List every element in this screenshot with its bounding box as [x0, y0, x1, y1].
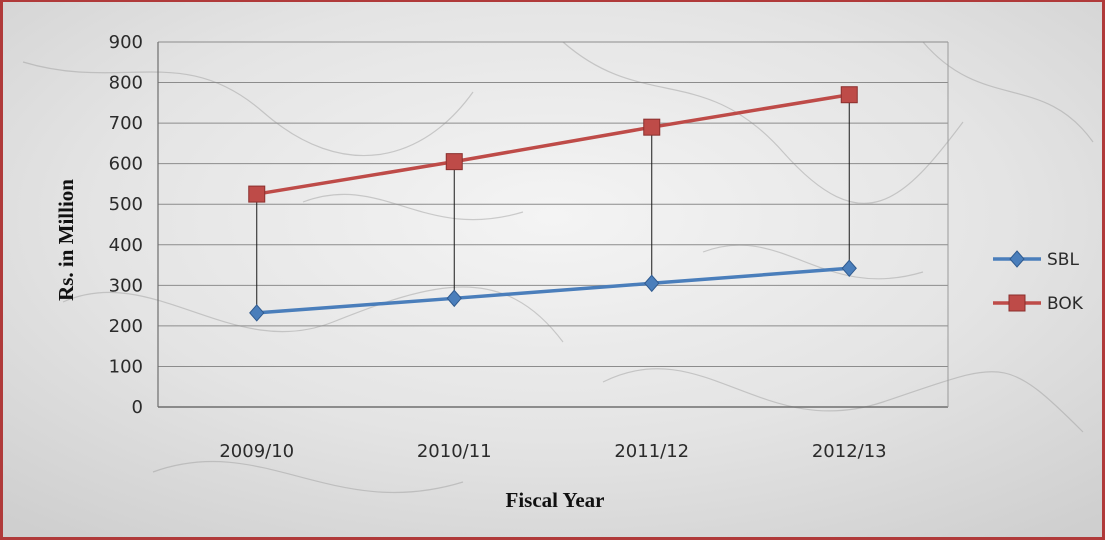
- y-axis-title: Rs. in Million: [54, 179, 78, 301]
- y-tick-label: 100: [109, 356, 143, 377]
- legend-label-sbl: SBL: [1047, 250, 1079, 270]
- bok-point: [643, 118, 661, 136]
- y-axis-ticks: 0 100 200 300 400 500 600 700 800 900: [109, 32, 143, 418]
- y-tick-label: 800: [109, 73, 143, 94]
- y-tick-label: 900: [109, 32, 143, 53]
- y-tick-label: 400: [109, 235, 143, 256]
- sbl-point: [446, 289, 462, 308]
- y-tick-label: 500: [109, 194, 143, 215]
- legend: SBL BOK: [993, 250, 1084, 314]
- bok-point: [445, 153, 463, 171]
- x-axis-title: Fiscal Year: [506, 488, 605, 512]
- sbl-point: [249, 304, 265, 322]
- series-sbl: [249, 259, 857, 322]
- gridlines: [157, 41, 949, 408]
- x-tick-label: 2009/10: [219, 441, 294, 462]
- legend-marker: [1008, 294, 1026, 312]
- legend-item-bok: BOK: [993, 294, 1084, 314]
- legend-label-bok: BOK: [1047, 294, 1084, 314]
- series-bok: [248, 86, 858, 203]
- sbl-line: [256, 266, 850, 315]
- y-tick-label: 600: [109, 154, 143, 175]
- drop-lines: [256, 94, 850, 313]
- sbl-point: [841, 259, 857, 278]
- bok-point: [248, 185, 266, 203]
- series-group: [248, 86, 858, 322]
- legend-marker: [1009, 250, 1025, 268]
- x-tick-label: 2012/13: [812, 441, 887, 462]
- legend-item-sbl: SBL: [993, 250, 1079, 270]
- y-tick-label: 300: [109, 275, 143, 296]
- x-tick-label: 2011/12: [614, 441, 689, 462]
- y-tick-label: 200: [109, 316, 143, 337]
- x-axis-ticks: 2009/10 2010/11 2011/12 2012/13: [219, 441, 886, 462]
- line-chart: 0 100 200 300 400 500 600 700 800 900 2009/10 2010…: [3, 2, 1102, 537]
- chart-background: [3, 2, 1102, 537]
- bok-line: [256, 92, 850, 196]
- y-tick-label: 0: [132, 397, 143, 418]
- sbl-point: [644, 274, 660, 293]
- x-tick-label: 2010/11: [417, 441, 492, 462]
- y-tick-label: 700: [109, 113, 143, 134]
- bok-point: [840, 86, 858, 104]
